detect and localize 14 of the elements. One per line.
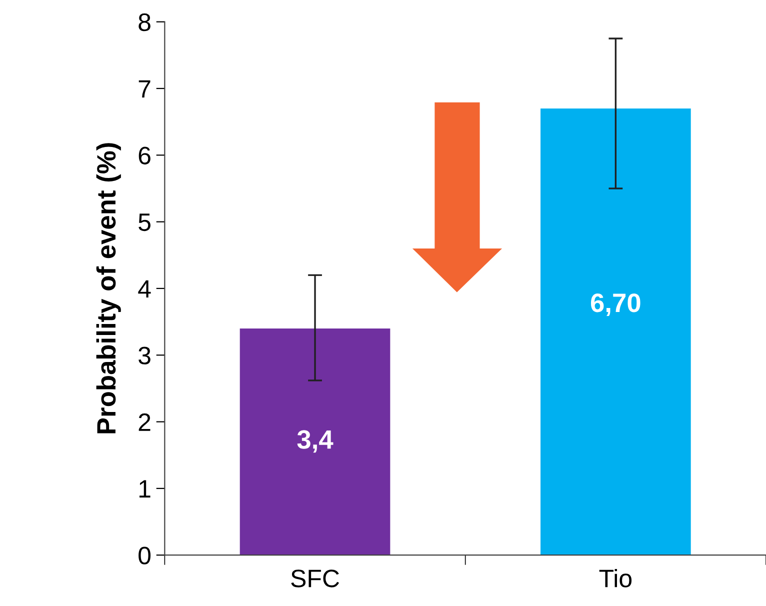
y-tick-label: 7 [138, 80, 150, 98]
data-label: 3,4 [297, 430, 334, 453]
y-tick-label: 6 [138, 146, 150, 164]
x-tick-label: Tio [599, 568, 632, 588]
y-tick-label: 2 [138, 413, 150, 431]
y-tick-label: 8 [138, 13, 150, 32]
data-label: 6,70 [590, 294, 640, 316]
x-tick-label: SFC [291, 570, 340, 588]
y-tick-label: 5 [138, 214, 150, 232]
y-tick-label: 1 [140, 480, 150, 498]
y-axis-title: Probability of event (%) [96, 143, 121, 434]
y-tick-label: 0 [138, 546, 151, 564]
y-tick-label: 3 [138, 346, 150, 364]
y-tick-label: 4 [138, 280, 151, 298]
